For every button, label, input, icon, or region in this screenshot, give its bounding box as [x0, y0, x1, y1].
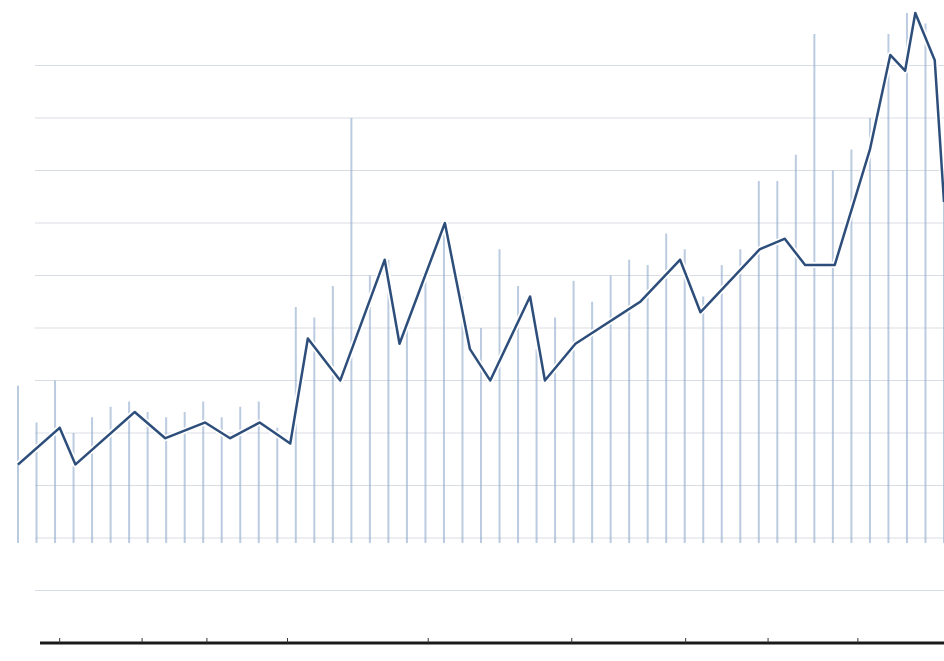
line [17, 11, 944, 466]
